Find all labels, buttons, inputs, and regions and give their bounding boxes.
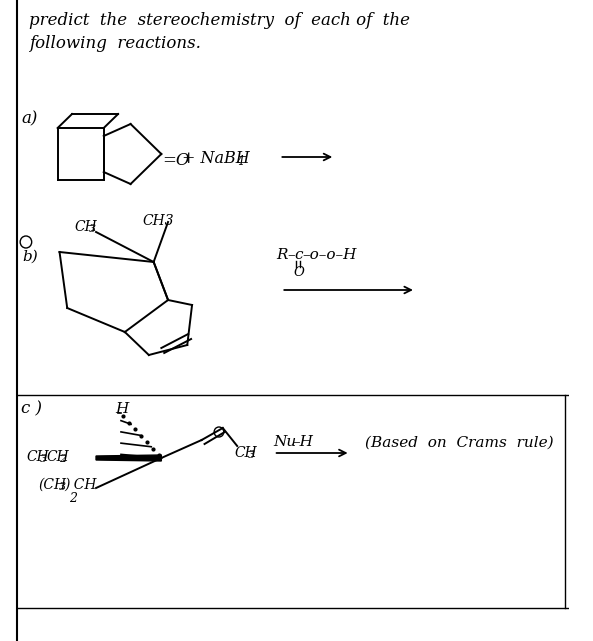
Text: b): b) bbox=[22, 250, 38, 264]
Text: =O: =O bbox=[162, 151, 190, 169]
Text: 3: 3 bbox=[59, 482, 66, 492]
Text: ) CH: ) CH bbox=[64, 478, 97, 492]
Text: CH: CH bbox=[234, 446, 257, 460]
Text: c ): c ) bbox=[21, 400, 42, 417]
Text: 2: 2 bbox=[59, 454, 66, 464]
Text: R: R bbox=[276, 248, 288, 262]
Text: (Based  on  Crams  rule): (Based on Crams rule) bbox=[365, 436, 553, 450]
Text: 2: 2 bbox=[69, 492, 77, 505]
Text: 3: 3 bbox=[248, 450, 255, 460]
Text: a): a) bbox=[21, 110, 37, 127]
Text: (CH: (CH bbox=[39, 478, 66, 492]
Text: H: H bbox=[115, 402, 129, 416]
Text: CH3: CH3 bbox=[142, 214, 174, 228]
Text: c: c bbox=[294, 248, 302, 262]
Text: following  reactions.: following reactions. bbox=[29, 35, 200, 52]
Polygon shape bbox=[96, 455, 161, 461]
Text: 3: 3 bbox=[40, 454, 47, 464]
Text: –: – bbox=[287, 248, 295, 262]
Text: O: O bbox=[294, 266, 305, 279]
Text: Nu: Nu bbox=[274, 435, 297, 449]
Text: predict  the  stereochemistry  of  each of  the: predict the stereochemistry of each of t… bbox=[29, 12, 410, 29]
Text: CH: CH bbox=[27, 450, 50, 464]
Text: –o–o–H: –o–o–H bbox=[302, 248, 357, 262]
Text: + NaBH: + NaBH bbox=[183, 149, 250, 167]
Text: 3: 3 bbox=[90, 224, 97, 234]
Text: CH: CH bbox=[46, 450, 69, 464]
Text: 4: 4 bbox=[236, 154, 244, 167]
Text: –H: –H bbox=[293, 435, 314, 449]
Text: CH: CH bbox=[75, 220, 98, 234]
